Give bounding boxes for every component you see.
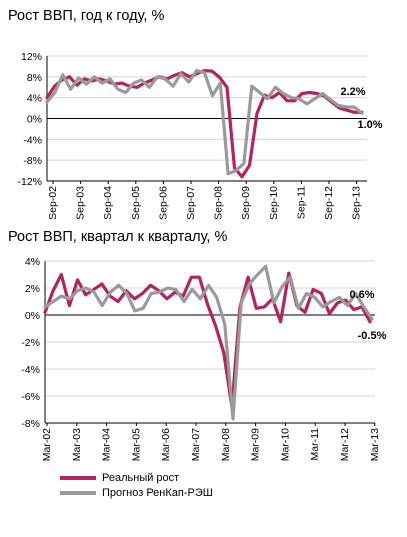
x-tick-label: Sep-06 <box>157 186 169 220</box>
y-tick-label: -4% <box>23 134 42 146</box>
x-tick-label: Sep-12 <box>323 186 335 220</box>
x-tick-label: Mar-05 <box>130 428 142 461</box>
y-tick-label: 2% <box>25 283 40 295</box>
y-tick-label: 12% <box>21 51 42 63</box>
x-tick-label: Mar-10 <box>279 428 291 461</box>
data-label: 0.6% <box>349 289 374 301</box>
data-label: -0.5% <box>358 330 387 342</box>
y-tick-label: 0% <box>27 114 42 126</box>
x-tick-label: Sep-13 <box>351 186 363 220</box>
legend-item-forecast: Прогноз РенКап-РЭШ <box>60 487 213 499</box>
series-line-forecast <box>43 264 374 421</box>
data-label: 2.2% <box>340 86 365 98</box>
chart2-title: Рост ВВП, квартал к кварталу, % <box>8 229 228 245</box>
y-tick-label: -6% <box>21 391 40 403</box>
x-tick-label: Sep-09 <box>240 186 252 220</box>
x-tick-label: Sep-08 <box>213 186 225 220</box>
x-tick-label: Mar-09 <box>250 428 262 461</box>
x-tick-label: Mar-06 <box>160 428 172 461</box>
x-tick-label: Sep-02 <box>47 186 59 220</box>
y-tick-label: 0% <box>25 310 40 322</box>
x-tick-label: Sep-03 <box>75 186 87 220</box>
x-tick-label: Mar-13 <box>369 428 381 461</box>
x-tick-label: Sep-05 <box>130 186 142 220</box>
x-tick-label: Mar-08 <box>220 428 232 461</box>
x-tick-label: Sep-07 <box>185 186 197 220</box>
y-tick-label: 4% <box>25 256 40 268</box>
legend-label-forecast: Прогноз РенКап-РЭШ <box>102 487 213 499</box>
x-tick-label: Sep-10 <box>268 186 280 220</box>
y-tick-label: -12% <box>17 176 42 188</box>
chart1-title: Рост ВВП, год к году, % <box>8 8 165 24</box>
x-tick-label: Mar-12 <box>339 428 351 461</box>
x-tick-label: Mar-02 <box>41 428 53 461</box>
y-tick-label: -4% <box>21 364 40 376</box>
x-tick-label: Sep-04 <box>102 186 114 220</box>
x-tick-label: Mar-07 <box>190 428 202 461</box>
data-label: 1.0% <box>357 119 382 131</box>
x-tick-label: Mar-04 <box>101 428 113 461</box>
legend-swatch-forecast <box>60 491 96 495</box>
series-line-real <box>45 68 364 179</box>
x-tick-label: Sep-11 <box>295 186 307 219</box>
y-tick-label: -2% <box>21 337 40 349</box>
y-tick-label: -8% <box>21 418 40 430</box>
legend-label-real: Реальный рост <box>102 472 180 484</box>
legend-item-real: Реальный рост <box>60 472 179 484</box>
series-line-forecast <box>45 68 364 176</box>
x-tick-label: Mar-03 <box>71 428 83 461</box>
legend-swatch-real <box>60 476 96 480</box>
series-line-real <box>43 271 372 409</box>
y-tick-label: 8% <box>27 72 42 84</box>
y-tick-label: -8% <box>23 155 42 167</box>
x-tick-label: Mar-11 <box>309 428 321 461</box>
y-tick-label: 4% <box>27 93 42 105</box>
